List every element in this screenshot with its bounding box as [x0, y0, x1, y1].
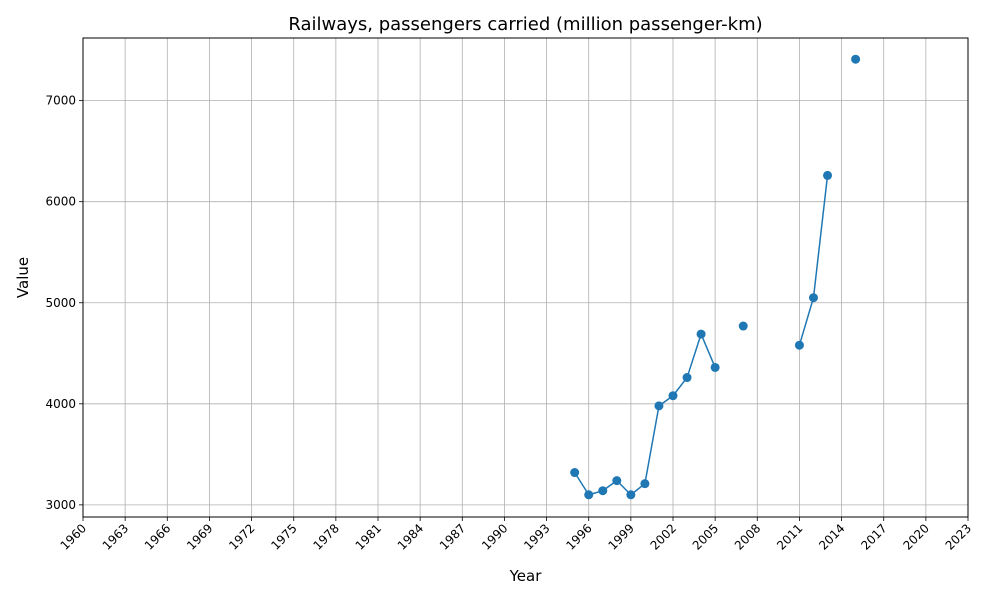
data-point: [696, 329, 706, 339]
data-point: [851, 54, 861, 64]
x-tick-label: 2008: [732, 521, 763, 552]
y-tick-label: 6000: [45, 195, 76, 209]
x-tick-label: 2011: [774, 521, 805, 552]
x-tick-label: 2023: [943, 521, 974, 552]
series-line: [798, 175, 829, 346]
x-tick-label: 1993: [521, 521, 552, 552]
x-tick-label: 1987: [437, 521, 468, 552]
grid: [82, 38, 969, 517]
x-tick-label: 2005: [690, 521, 721, 552]
data-point: [710, 362, 720, 372]
data-point: [612, 476, 622, 486]
data-point: [668, 391, 678, 401]
plot-frame: [82, 37, 969, 518]
data-point: [808, 293, 818, 303]
x-tick-label: 1966: [142, 521, 173, 552]
data-point: [598, 486, 608, 496]
data-point: [738, 321, 748, 331]
data-point: [682, 373, 692, 383]
x-tick-label: 1969: [184, 521, 215, 552]
x-axis: 1960 1963 1966 1969 1972 1975 1978 1981 1984 1987…: [58, 517, 974, 553]
x-tick-label: 1981: [353, 521, 384, 552]
y-axis: 3000 4000 5000 6000 7000: [45, 94, 83, 512]
y-tick-label: 7000: [45, 94, 76, 108]
data-point: [640, 479, 650, 489]
y-tick-label: 5000: [45, 296, 76, 310]
x-tick-label: 1999: [605, 521, 636, 552]
data-point: [626, 490, 636, 500]
x-tick-label: 1984: [395, 521, 426, 552]
x-tick-label: 1975: [268, 521, 299, 552]
y-tick-label: 4000: [45, 397, 76, 411]
x-tick-label: 2017: [858, 521, 889, 552]
series-layer: [570, 54, 861, 500]
x-tick-label: 1996: [563, 521, 594, 552]
x-tick-label: 1960: [58, 521, 89, 552]
data-point: [794, 340, 804, 350]
data-point: [823, 170, 833, 180]
chart-title: Railways, passengers carried (million pa…: [288, 14, 762, 35]
x-tick-label: 2014: [816, 521, 847, 552]
x-tick-label: 2002: [648, 521, 679, 552]
x-tick-label: 1963: [100, 521, 131, 552]
series-line: [574, 333, 716, 496]
x-tick-label: 2020: [900, 521, 931, 552]
data-point: [654, 401, 664, 411]
x-tick-label: 1972: [226, 521, 257, 552]
x-tick-label: 1990: [479, 521, 510, 552]
y-tick-label: 3000: [45, 498, 76, 512]
x-tick-label: 1978: [310, 521, 341, 552]
y-axis-label: Value: [14, 257, 32, 298]
x-axis-label: Year: [509, 567, 543, 585]
data-point: [584, 490, 594, 500]
data-point: [570, 468, 580, 478]
